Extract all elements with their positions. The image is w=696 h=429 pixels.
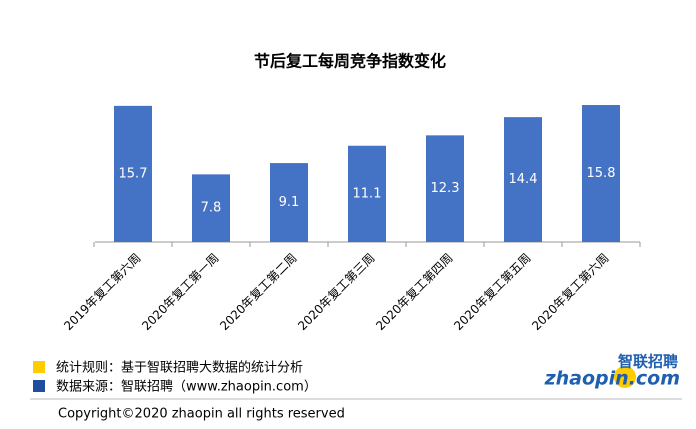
bar — [426, 135, 464, 242]
x-tick-label: 2020年复工第四周 — [373, 251, 455, 333]
bar — [582, 105, 620, 242]
x-tick-label: 2020年复工第一周 — [139, 251, 221, 333]
bar — [114, 105, 152, 242]
x-tick-label: 2020年复工第五周 — [451, 251, 533, 333]
value-label: 14.4 — [509, 172, 538, 187]
value-label: 11.1 — [353, 186, 382, 201]
legend-swatch — [33, 380, 45, 392]
note: 统计规则：基于智联招聘大数据的统计分析 — [56, 360, 303, 376]
value-label: 15.7 — [119, 166, 148, 181]
legend-swatch — [33, 361, 45, 373]
bar — [270, 163, 308, 242]
value-label: 15.8 — [587, 166, 616, 181]
copyright: Copyright©2020 zhaopin all rights reserv… — [58, 407, 345, 422]
x-tick-label: 2019年复工第六周 — [61, 251, 143, 333]
bar — [348, 145, 386, 242]
bar — [192, 174, 230, 242]
x-tick-label: 2020年复工第三周 — [295, 251, 377, 333]
x-tick-label: 2020年复工第二周 — [217, 251, 299, 333]
logo-site: zhaopin.com — [544, 368, 680, 390]
value-label: 12.3 — [431, 181, 460, 196]
x-tick-label: 2020年复工第六周 — [529, 251, 611, 333]
value-label: 7.8 — [201, 201, 222, 216]
logo-dot — [614, 366, 636, 388]
value-label: 9.1 — [279, 195, 300, 210]
logo-brand: 智联招聘 — [618, 353, 678, 371]
chart-title: 节后复工每周竞争指数变化 — [254, 52, 446, 71]
bar — [504, 117, 542, 242]
note: 数据来源：智联招聘（www.zhaopin.com） — [56, 380, 317, 395]
